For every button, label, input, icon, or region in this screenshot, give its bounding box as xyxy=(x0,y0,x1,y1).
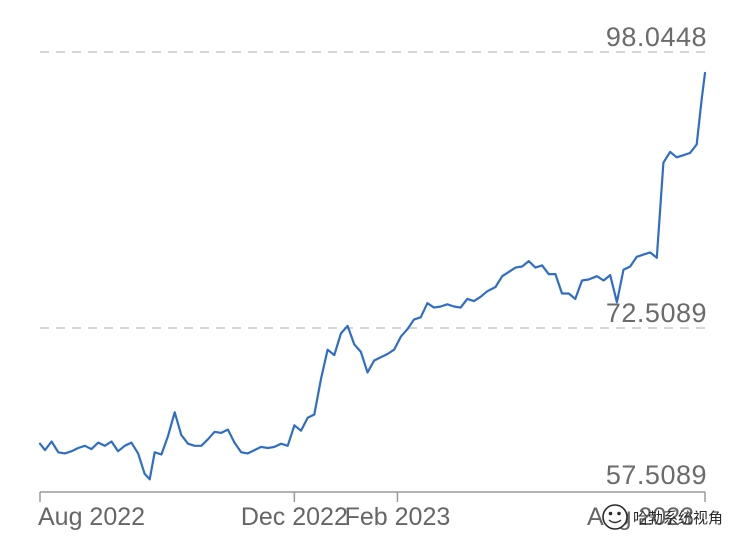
grid-layer xyxy=(40,51,705,329)
series-line xyxy=(38,71,707,481)
x-tick-label: Feb 2023 xyxy=(345,503,451,531)
series-layer xyxy=(38,71,707,481)
x-tick-label: Aug 2022 xyxy=(38,503,145,531)
x-axis xyxy=(39,491,706,502)
y-axis-labels: 98.0448 72.5089 57.5089 xyxy=(606,22,707,490)
x-tick-label: Dec 2022 xyxy=(241,503,348,531)
y-tick-label: 57.5089 xyxy=(606,460,707,490)
watermark-text: 哈勃系统视角 xyxy=(633,510,723,527)
wechat-icon-mouth xyxy=(608,519,622,524)
y-tick-label: 72.5089 xyxy=(606,298,707,328)
watermark: 哈勃系统视角 xyxy=(602,504,723,530)
wechat-icon xyxy=(602,504,628,530)
wechat-icon-eye-right xyxy=(617,511,621,516)
wechat-icon-eye-left xyxy=(608,511,613,516)
y-tick-label: 98.0448 xyxy=(606,22,707,52)
